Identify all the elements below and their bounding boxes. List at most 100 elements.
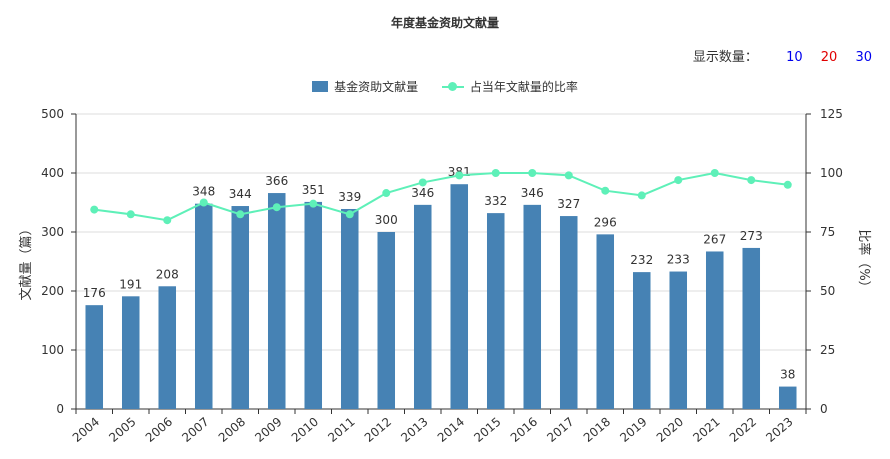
legend-line-swatch <box>441 81 464 92</box>
ratio-point <box>674 176 683 185</box>
ratio-point <box>783 180 792 189</box>
bar-value-label: 267 <box>703 232 726 246</box>
bar-value-label: 346 <box>521 186 544 200</box>
y-axis-title-right: 比率（%） <box>856 229 872 293</box>
ratio-point <box>199 198 208 207</box>
x-tick-label: 2020 <box>654 415 686 445</box>
y-tick-label-right: 100 <box>820 166 843 180</box>
bar <box>304 201 323 409</box>
display-count-option-30[interactable]: 30 <box>855 50 872 65</box>
bar-value-label: 38 <box>780 368 795 382</box>
legend-bar-swatch <box>312 81 329 92</box>
bar <box>158 286 177 409</box>
bar <box>413 204 432 409</box>
ratio-point <box>491 169 500 177</box>
x-tick-label: 2017 <box>544 415 576 445</box>
x-tick-label: 2015 <box>471 415 503 445</box>
display-count-selector: 显示数量： 10 20 30 <box>693 46 872 65</box>
display-count-option-10[interactable]: 10 <box>786 50 803 65</box>
ratio-point <box>345 210 354 219</box>
ratio-point <box>528 169 537 177</box>
x-tick-label: 2008 <box>216 415 248 445</box>
bar <box>742 247 761 409</box>
ratio-point <box>272 203 281 212</box>
x-tick-label: 2019 <box>617 415 649 445</box>
bar <box>486 213 505 409</box>
y-tick-label-left: 100 <box>41 343 64 357</box>
x-tick-label: 2009 <box>252 415 284 445</box>
ratio-point <box>418 178 427 187</box>
bar-value-label: 233 <box>667 253 690 267</box>
y-axis-title-left: 文献量（篇） <box>19 222 34 300</box>
y-tick-label-left: 500 <box>41 107 64 121</box>
bar-value-label: 351 <box>302 183 325 197</box>
bar-value-label: 176 <box>83 286 106 300</box>
ratio-point <box>309 199 318 208</box>
bar <box>231 206 250 409</box>
x-tick-label: 2018 <box>581 415 613 445</box>
display-count-option-20[interactable]: 20 <box>820 50 838 65</box>
y-tick-label-right: 50 <box>820 284 835 298</box>
bar <box>669 271 688 409</box>
ratio-point <box>126 210 135 219</box>
ratio-point <box>90 205 99 214</box>
bar <box>377 232 396 409</box>
y-tick-label-right: 75 <box>820 225 835 239</box>
x-tick-label: 2006 <box>143 415 175 445</box>
bar <box>559 216 578 409</box>
legend-label-line-series: 占当年文献量的比率 <box>469 80 578 94</box>
bar-value-label: 208 <box>156 267 179 281</box>
bar <box>523 204 542 409</box>
y-tick-label-left: 200 <box>41 284 64 298</box>
ratio-point <box>747 176 756 185</box>
x-tick-label: 2013 <box>398 415 430 445</box>
x-tick-label: 2014 <box>435 415 467 445</box>
x-tick-label: 2016 <box>508 415 540 445</box>
bar-value-label: 296 <box>594 215 617 229</box>
bar-value-label: 273 <box>740 229 763 243</box>
bar <box>85 305 104 409</box>
x-tick-label: 2012 <box>362 415 394 445</box>
ratio-line <box>94 171 788 222</box>
bar-value-label: 348 <box>192 185 215 199</box>
chart-legend: 基金资助文献量 占当年文献量的比率 <box>0 78 890 95</box>
bar-value-label: 232 <box>630 253 653 267</box>
x-tick-label: 2005 <box>106 415 138 445</box>
bar-value-label: 346 <box>411 186 434 200</box>
x-tick-label: 2007 <box>179 415 211 445</box>
x-tick-label: 2021 <box>690 415 722 445</box>
bar <box>596 234 615 409</box>
y-tick-label-left: 300 <box>41 225 64 239</box>
legend-label-bar-series: 基金资助文献量 <box>334 80 419 94</box>
bar <box>705 251 724 409</box>
chart-title: 年度基金资助文献量 <box>390 16 499 30</box>
x-tick-label: 2010 <box>289 415 321 445</box>
bar-value-label: 332 <box>484 194 507 208</box>
bar <box>121 296 140 409</box>
display-count-label: 显示数量： <box>692 50 758 65</box>
bar-value-label: 366 <box>265 174 288 188</box>
ratio-point <box>455 171 464 180</box>
ratio-point <box>382 189 391 198</box>
bar <box>450 184 469 409</box>
bar-value-label: 300 <box>375 213 398 227</box>
bar-value-label: 344 <box>229 187 252 201</box>
legend-item-line-series[interactable]: 占当年文献量的比率 <box>441 78 578 95</box>
y-tick-label-right: 25 <box>820 343 835 357</box>
y-tick-label-left: 400 <box>41 166 64 180</box>
ratio-point <box>710 169 719 177</box>
bar-value-label: 327 <box>557 197 580 211</box>
bar <box>632 272 651 409</box>
ratio-point <box>163 216 172 225</box>
bar <box>267 193 286 409</box>
bar <box>194 203 213 409</box>
x-tick-label: 2004 <box>70 415 102 445</box>
ratio-point <box>601 186 610 195</box>
ratio-point <box>637 191 646 200</box>
bar-value-label: 191 <box>119 277 142 291</box>
legend-item-bar-series[interactable]: 基金资助文献量 <box>312 78 418 95</box>
y-tick-label-right: 125 <box>820 107 843 121</box>
x-tick-label: 2023 <box>763 415 795 445</box>
y-tick-label-right: 0 <box>820 402 828 416</box>
